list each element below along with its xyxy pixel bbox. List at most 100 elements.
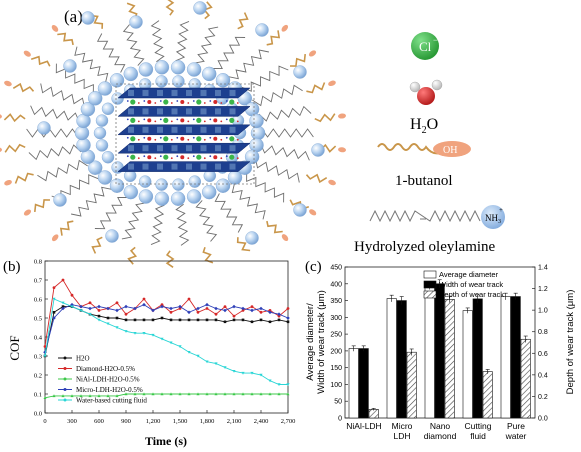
oleylamine-head xyxy=(97,81,113,96)
oleylamine-legend: NH3 + Hydrolyzed oleylamine xyxy=(354,205,505,255)
cof-point xyxy=(232,318,236,322)
wear-legend-swatch xyxy=(423,290,437,299)
cof-point xyxy=(277,312,281,316)
wear-left-tick-label: 150 xyxy=(330,365,342,372)
cof-point xyxy=(259,373,263,377)
butanol-head xyxy=(309,209,317,216)
wear-category-label: NiAl-LDH xyxy=(346,421,381,431)
butanol-tail xyxy=(30,55,51,67)
wear-legend-label: Average diameter xyxy=(439,270,499,279)
cof-point xyxy=(223,308,227,313)
butanol-tail xyxy=(12,82,35,93)
interlayer-dot xyxy=(203,157,206,160)
butanol-label: 1-butanol xyxy=(395,173,453,189)
cof-point xyxy=(43,345,47,348)
oleylamine-chain xyxy=(214,193,244,233)
wear-right-axis: 0.0 0.2 0.4 0.6 0.8 1.0 1.2 1.4 xyxy=(532,265,548,423)
wear-category-label: Pure xyxy=(507,421,525,431)
butanol-tail xyxy=(59,220,74,236)
butanol-head xyxy=(308,50,317,57)
interlayer-water xyxy=(147,118,152,123)
interlayer-chloride xyxy=(130,99,136,105)
interlayer-dot xyxy=(192,118,195,121)
wear-category-label: Nano xyxy=(430,421,451,431)
cof-point xyxy=(151,392,155,396)
cof-point xyxy=(223,392,227,396)
cof-point xyxy=(133,332,137,335)
cof-point xyxy=(250,308,254,313)
cof-point xyxy=(52,311,56,314)
wear-bar xyxy=(348,348,359,419)
butanol-tail xyxy=(91,236,103,254)
oleylamine-head xyxy=(215,178,231,193)
chloride-ion-icon xyxy=(411,32,439,60)
wear-right-tick-label: 1.2 xyxy=(538,286,548,293)
oleylamine-head-icon xyxy=(481,205,505,229)
ldh-octahedron xyxy=(229,163,236,170)
cof-point xyxy=(43,396,47,399)
cof-point xyxy=(124,392,128,396)
panel-a-schematic: (a) Cl − H2O OH 1-butanol NH3 + Hydrolyz… xyxy=(0,0,505,268)
cof-point xyxy=(286,316,290,320)
cof-point xyxy=(232,370,236,373)
cof-y-tick-label: 0.7 xyxy=(34,278,43,285)
interlayer-dot xyxy=(170,138,173,141)
cof-point xyxy=(268,320,272,324)
cof-point xyxy=(142,332,146,335)
oleylamine-chain xyxy=(194,26,219,64)
oleylamine-chain xyxy=(255,158,300,183)
butanol-group: OH xyxy=(443,145,457,156)
oleylamine-head xyxy=(129,15,143,29)
ldh-octahedron xyxy=(157,90,163,96)
interlayer-dot xyxy=(137,138,140,141)
cof-point xyxy=(232,314,236,318)
interlayer-dot xyxy=(209,118,212,121)
cof-point xyxy=(106,316,110,320)
cof-point xyxy=(151,333,155,337)
cof-point xyxy=(268,310,272,315)
oleylamine-chain xyxy=(212,36,246,70)
interlayer-dot xyxy=(143,118,146,121)
interlayer-chloride xyxy=(130,117,136,123)
oleylamine-charge: + xyxy=(499,206,503,214)
interlayer-dot xyxy=(192,136,195,139)
wear-legend-swatch xyxy=(423,280,437,289)
cof-point xyxy=(196,392,200,396)
cof-x-tick-label: 300 xyxy=(67,418,77,425)
cof-point xyxy=(115,394,119,398)
cof-point xyxy=(151,308,155,313)
cof-point xyxy=(178,392,182,396)
cof-point xyxy=(241,306,245,311)
cof-point xyxy=(97,394,101,398)
water-legend: H2O xyxy=(409,79,443,136)
oleylamine-chain xyxy=(74,46,109,83)
cof-y-tick-label: 0.5 xyxy=(34,316,42,323)
ldh-octahedron xyxy=(142,108,149,115)
cof-legend-marker xyxy=(63,388,67,391)
cof-point xyxy=(187,318,191,322)
interlayer-water xyxy=(147,155,152,160)
oleylamine-chain xyxy=(150,20,165,63)
butanol-head xyxy=(281,24,289,32)
cof-point xyxy=(205,307,209,310)
interlayer-water xyxy=(213,136,218,141)
oleylamine-head xyxy=(245,231,259,245)
cof-point xyxy=(169,306,173,311)
interlayer-chloride xyxy=(130,154,136,160)
cof-point xyxy=(223,366,227,369)
cof-legend-marker xyxy=(63,377,67,381)
ldh-octahedron xyxy=(200,90,207,96)
cof-point xyxy=(151,318,155,322)
butanol-tail xyxy=(165,250,175,268)
butanol-tail xyxy=(4,143,26,153)
oleylamine-head xyxy=(172,75,185,88)
chloride-label: Cl xyxy=(419,39,432,54)
cof-y-tick-label: 0.6 xyxy=(34,297,43,304)
butanol-legend: OH 1-butanol xyxy=(377,141,471,189)
cof-point xyxy=(97,314,101,318)
cof-point xyxy=(178,307,182,310)
wear-left-tick-label: 100 xyxy=(330,382,342,389)
ldh-octahedron xyxy=(171,90,178,96)
wear-bar xyxy=(472,298,483,419)
